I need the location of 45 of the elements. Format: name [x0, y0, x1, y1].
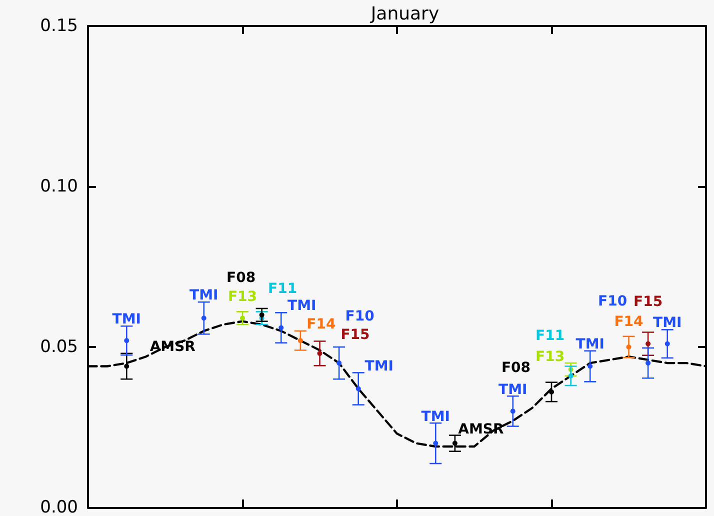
y-tick-label: 0.15	[40, 16, 78, 36]
point	[278, 325, 284, 330]
point	[568, 373, 574, 378]
text: TMI	[653, 315, 682, 332]
series-label: F11	[268, 281, 298, 298]
text: TMI	[576, 336, 604, 353]
text: TMI	[364, 358, 394, 374]
point	[626, 344, 632, 350]
text: F14	[614, 314, 644, 330]
text: TMI	[498, 382, 528, 398]
chart-title: January	[370, 4, 440, 24]
point	[124, 338, 130, 344]
y-tick-label: 0.00	[40, 498, 78, 516]
text: F11	[536, 328, 565, 344]
text: F08	[226, 270, 256, 286]
text: F10	[598, 294, 628, 310]
series-label: TMI	[288, 298, 316, 314]
point	[317, 350, 322, 356]
point	[510, 408, 516, 414]
point	[588, 364, 593, 369]
point	[664, 341, 670, 346]
text: TMI	[112, 312, 141, 328]
text: F13	[228, 289, 258, 306]
point	[646, 341, 651, 346]
point	[452, 440, 458, 446]
y-tick-label: 0.10	[40, 176, 78, 196]
point	[298, 338, 303, 344]
point	[356, 386, 361, 392]
y-tick-label: 0.05	[40, 337, 78, 357]
point	[259, 312, 264, 318]
text: F15	[634, 294, 663, 310]
point	[336, 360, 342, 366]
point	[549, 389, 554, 394]
series-label: F08	[501, 360, 531, 376]
point	[433, 440, 438, 446]
series-label: F15	[340, 326, 370, 343]
text: TMI	[421, 409, 450, 426]
point	[240, 316, 245, 321]
point	[124, 364, 130, 369]
point	[201, 316, 206, 321]
text: F10	[345, 308, 375, 325]
series-label: F14	[306, 316, 336, 333]
series-label: F13	[536, 348, 565, 365]
point	[646, 360, 651, 366]
text: TMI	[190, 287, 218, 304]
